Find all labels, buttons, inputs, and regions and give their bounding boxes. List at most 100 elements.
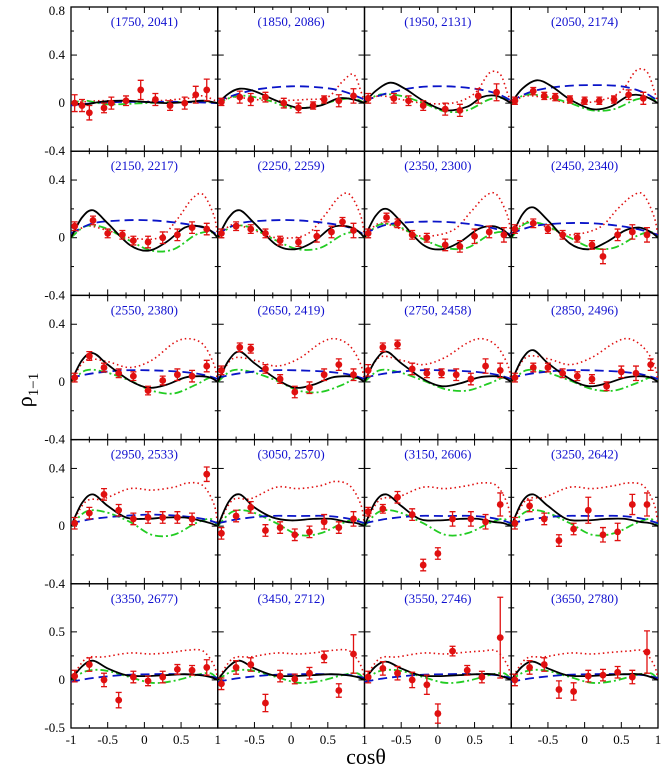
data-point xyxy=(379,505,387,513)
curve-dashed xyxy=(511,514,658,525)
data-point xyxy=(262,93,269,101)
curve-solid xyxy=(71,659,218,681)
curve-group xyxy=(511,482,658,537)
panel: (3250, 2642) xyxy=(510,438,659,585)
x-tick-label: 0 xyxy=(581,732,588,747)
data-point xyxy=(511,676,519,684)
curve-group xyxy=(364,191,512,251)
data-point xyxy=(364,508,372,516)
curve-dotted xyxy=(364,191,512,239)
data-point xyxy=(496,501,504,508)
data-point xyxy=(232,222,240,230)
curve-dashed xyxy=(511,369,658,380)
y-tick-label: 0 xyxy=(59,95,66,110)
data-point xyxy=(423,681,431,689)
data-point xyxy=(173,231,181,239)
panel: (2850, 2496) xyxy=(510,294,659,441)
data-point xyxy=(603,382,611,390)
data-point xyxy=(328,228,335,236)
data-point xyxy=(218,529,225,537)
panel: -0.5 0 0.5 1 (3550, 2746) xyxy=(363,583,515,747)
curve-dashed xyxy=(217,514,365,525)
data-point xyxy=(335,524,343,531)
data-point xyxy=(188,515,196,523)
point-group xyxy=(511,86,647,105)
x-tick-label: -1 xyxy=(66,732,77,747)
data-point xyxy=(544,364,552,371)
data-point xyxy=(181,99,189,107)
curve-solid xyxy=(364,350,512,388)
data-point xyxy=(71,374,79,381)
data-point xyxy=(419,102,427,109)
data-point xyxy=(276,524,284,531)
curve-dashdot xyxy=(511,509,658,537)
panel: -0.4 0 0.4 0.8 (1750, 2041) xyxy=(44,3,219,158)
data-point xyxy=(474,92,482,100)
panel: (2750, 2458) xyxy=(363,294,512,441)
data-point xyxy=(434,550,442,557)
panel-label: (2250, 2259) xyxy=(258,158,325,173)
data-point xyxy=(306,384,313,392)
panel-label: (3650, 2780) xyxy=(551,591,618,606)
curve-solid xyxy=(511,79,658,111)
y-tick-label: 0 xyxy=(59,518,66,533)
y-tick-label: -0.4 xyxy=(44,576,65,591)
data-point xyxy=(467,375,475,383)
data-point xyxy=(262,699,269,707)
data-point xyxy=(306,669,313,677)
panel: (1850, 2086) xyxy=(217,6,366,152)
data-point xyxy=(291,388,299,396)
curve-dotted xyxy=(364,70,512,105)
data-point xyxy=(390,94,398,102)
panel-label: (2650, 2419) xyxy=(258,302,325,317)
data-point xyxy=(276,672,284,680)
data-point xyxy=(614,668,622,676)
data-point xyxy=(262,365,269,373)
data-point xyxy=(276,375,284,383)
point-group xyxy=(218,342,357,399)
data-point xyxy=(85,109,93,117)
x-tick-label: 0.5 xyxy=(320,732,336,747)
data-point xyxy=(188,372,196,380)
data-point xyxy=(350,227,357,234)
panel-label: (2450, 2340) xyxy=(551,158,618,173)
data-point xyxy=(463,666,471,674)
data-point xyxy=(203,470,211,478)
data-point xyxy=(379,343,387,351)
curve-dashed xyxy=(364,369,512,380)
data-point xyxy=(173,514,181,521)
curve-dotted xyxy=(511,67,658,104)
data-point xyxy=(291,531,299,539)
point-group xyxy=(364,596,504,724)
x-tick-label: 0 xyxy=(288,732,295,747)
data-point xyxy=(89,217,97,224)
curve-solid xyxy=(364,81,512,112)
curve-dotted xyxy=(511,337,658,383)
data-point xyxy=(570,688,578,695)
data-point xyxy=(144,387,152,394)
x-tick-label: 0.5 xyxy=(173,732,189,747)
data-point xyxy=(218,366,225,374)
curve-group xyxy=(71,648,218,684)
data-point xyxy=(632,369,640,377)
data-point xyxy=(291,675,299,683)
curve-dashed xyxy=(217,369,365,380)
data-point xyxy=(247,503,255,511)
data-point xyxy=(144,514,152,521)
data-point xyxy=(551,93,559,101)
data-point xyxy=(247,661,255,668)
data-point xyxy=(643,231,651,239)
data-point xyxy=(100,364,108,371)
data-point xyxy=(85,509,93,517)
data-point xyxy=(559,369,567,377)
data-point xyxy=(555,686,563,693)
data-point xyxy=(203,225,211,233)
curve-dashed xyxy=(511,222,658,236)
data-point xyxy=(456,106,464,114)
data-point xyxy=(350,92,357,100)
data-point xyxy=(599,531,607,539)
curve-dashdot xyxy=(71,368,218,395)
data-point xyxy=(306,528,313,536)
data-point xyxy=(295,104,302,112)
data-point xyxy=(617,368,625,376)
